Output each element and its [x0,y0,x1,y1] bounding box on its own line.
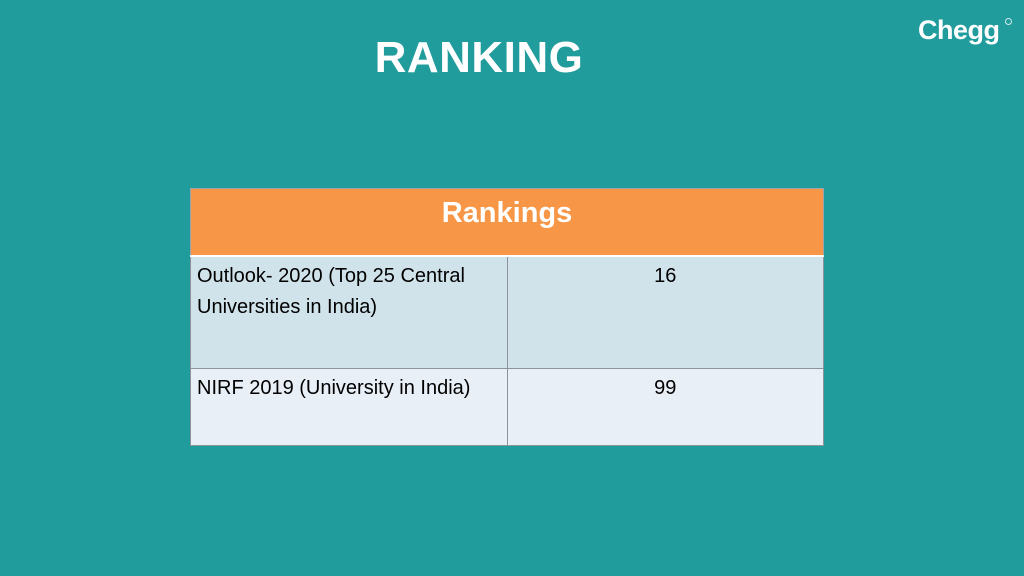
table-row: NIRF 2019 (University in India) 99 [190,368,824,446]
table-row: Outlook- 2020 (Top 25 Central Universiti… [190,255,824,369]
table-header: Rankings [190,188,824,257]
ranking-value-cell: 16 [506,255,824,369]
registered-mark-icon [1005,18,1012,25]
ranking-source-cell: NIRF 2019 (University in India) [190,368,508,446]
slide-title: RANKING [374,33,584,82]
rankings-table: Rankings Outlook- 2020 (Top 25 Central U… [190,188,824,446]
table-header-row: Rankings [190,188,824,257]
ranking-source-cell: Outlook- 2020 (Top 25 Central Universiti… [190,255,508,369]
chegg-logo: Chegg [918,15,1000,45]
ranking-value-cell: 99 [506,368,824,446]
